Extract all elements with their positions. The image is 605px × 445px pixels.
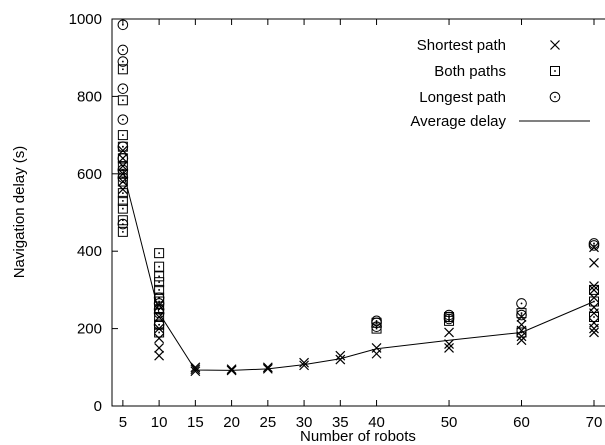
data-point-shortest-path: [154, 350, 165, 361]
data-point-shortest-path: [154, 323, 165, 334]
legend-symbol-longest-path: [549, 91, 561, 103]
data-point-longest-path: [371, 315, 382, 327]
data-point-shortest-path: [589, 281, 599, 291]
y-axis-ticks: 0 200 400 600 800 1000: [69, 11, 118, 415]
data-point-longest-path: [117, 44, 129, 56]
y-tick-label: 800: [77, 88, 102, 105]
data-point-shortest-path: [371, 343, 382, 353]
data-point-longest-path: [516, 298, 527, 309]
data-point-longest-path: [153, 298, 165, 309]
legend-label-shortest-path: Shortest path: [417, 37, 506, 54]
data-point-both-paths: [117, 188, 128, 199]
data-point-shortest-path: [299, 360, 309, 371]
data-point-both-paths: [117, 203, 128, 214]
data-point-both-paths: [154, 277, 165, 288]
data-point-longest-path: [117, 218, 129, 230]
legend-symbol-shortest-path: [550, 40, 560, 50]
x-tick-label: 25: [259, 414, 276, 431]
data-point-shortest-path: [589, 302, 599, 313]
data-point-shortest-path: [444, 339, 454, 350]
legend-label-longest-path: Longest path: [419, 89, 506, 106]
data-point-shortest-path: [154, 343, 165, 353]
x-tick-label: 50: [441, 414, 458, 431]
data-point-both-paths: [589, 284, 599, 295]
plot-frame: [111, 18, 605, 407]
y-tick-label: 400: [77, 243, 102, 260]
data-point-shortest-path: [589, 242, 599, 253]
x-tick-label: 20: [223, 414, 240, 431]
data-point-both-paths: [117, 130, 128, 141]
data-point-both-paths: [154, 261, 165, 272]
data-point-longest-path: [117, 56, 129, 67]
x-tick-label: 70: [586, 414, 603, 431]
data-point-both-paths: [154, 327, 165, 338]
x-axis-ticks: 5 10 15 20 25 30 35 40 50 60 70: [119, 19, 603, 431]
data-point-both-paths: [117, 64, 128, 75]
data-point-shortest-path: [262, 362, 273, 373]
data-point-shortest-path: [589, 317, 599, 328]
data-point-both-paths: [154, 248, 165, 259]
x-tick-label: 10: [151, 414, 168, 431]
y-axis-title: Navigation delay (s): [11, 146, 28, 279]
data-point-both-paths: [117, 195, 128, 206]
data-point-longest-path: [117, 83, 129, 94]
data-point-both-paths: [154, 271, 165, 282]
plot-area: [117, 19, 600, 377]
data-point-shortest-path: [226, 364, 237, 375]
legend: Shortest path Both paths Longest path Avera…: [410, 37, 590, 130]
data-point-shortest-path: [335, 350, 346, 361]
data-point-shortest-path: [154, 333, 165, 344]
legend-symbol-both-paths: [550, 66, 560, 76]
y-tick-label: 600: [77, 166, 102, 183]
legend-label-both-paths: Both paths: [434, 63, 506, 80]
data-point-shortest-path: [444, 343, 454, 353]
data-point-shortest-path: [335, 354, 346, 365]
data-point-longest-path: [516, 309, 527, 321]
legend-label-average-delay: Average delay: [410, 113, 506, 130]
data-point-shortest-path: [190, 366, 201, 377]
data-point-longest-path: [117, 114, 129, 125]
x-axis-title: Number of robots: [300, 428, 416, 445]
x-tick-label: 5: [119, 414, 127, 431]
x-tick-label: 30: [296, 414, 313, 431]
data-point-longest-path: [443, 309, 455, 321]
data-point-longest-path: [117, 19, 129, 31]
series-line-average-delay: [122, 169, 595, 371]
data-point-longest-path: [588, 238, 600, 249]
data-point-shortest-path: [589, 257, 599, 268]
data-point-both-paths: [117, 226, 128, 237]
data-point-longest-path: [153, 292, 165, 303]
x-tick-label: 60: [513, 414, 530, 431]
data-point-longest-path: [117, 141, 129, 153]
x-tick-label: 35: [332, 414, 349, 431]
y-tick-label: 1000: [69, 11, 102, 28]
x-tick-label: 15: [187, 414, 204, 431]
y-tick-label: 200: [77, 321, 102, 338]
data-point-shortest-path: [516, 312, 527, 322]
y-tick-label: 0: [94, 398, 102, 415]
data-point-shortest-path: [444, 327, 454, 338]
x-tick-label: 40: [368, 414, 385, 431]
data-point-shortest-path: [299, 357, 309, 368]
data-point-both-paths: [154, 284, 165, 295]
data-point-both-paths: [589, 311, 599, 322]
data-point-longest-path: [117, 172, 129, 183]
data-point-both-paths: [117, 95, 128, 106]
data-point-longest-path: [153, 319, 165, 331]
data-point-longest-path: [117, 153, 129, 164]
data-point-shortest-path: [589, 327, 599, 338]
